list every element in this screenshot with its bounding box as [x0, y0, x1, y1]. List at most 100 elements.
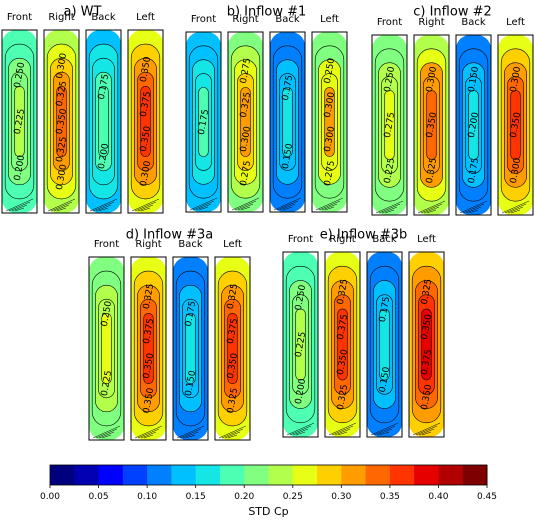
contour-line: [426, 209, 437, 214]
contour-label: 0.350: [420, 383, 434, 410]
contour-line: [176, 425, 205, 439]
contour-line: [286, 422, 315, 436]
face-frame: [366, 251, 403, 438]
contour-line: [134, 425, 163, 439]
colorbar-segment: [438, 465, 464, 485]
contour-label: 0.225: [383, 157, 397, 184]
face-label: Left: [417, 234, 436, 245]
contour-label: 0.275: [323, 160, 337, 187]
contour-label: 0.275: [383, 112, 397, 139]
face-label: Back: [275, 14, 299, 25]
contour-band: [140, 86, 151, 157]
face-label: Right: [232, 14, 258, 25]
face-back: Back 0.175 0.150: [172, 239, 209, 441]
colorbar-segment: [147, 465, 172, 485]
face-label: Left: [223, 239, 242, 250]
colorbar-segment: [414, 465, 439, 485]
contour-label: 0.375: [226, 318, 240, 345]
colorbar-segment: [365, 465, 391, 485]
contour-band: [379, 308, 390, 381]
contour-label: 0.275: [239, 160, 253, 187]
contour-label: 0.150: [184, 370, 198, 397]
contour-line: [421, 431, 432, 436]
contour-label: 0.300: [139, 160, 153, 187]
colorbar-tick-label: 0.25: [283, 492, 303, 502]
face-left: Left 0.325 0.350 0.375 0.350: [408, 234, 445, 438]
colorbar-segment: [462, 465, 488, 485]
colorbar-tick-label: 0.35: [380, 492, 400, 502]
contour-line: [370, 422, 399, 436]
panel-title: e) Inflow #3b: [320, 228, 408, 243]
colorbar-tick-label: 0.10: [137, 492, 157, 502]
contour-line: [412, 422, 441, 436]
face-front: Front 0.250 0.275 0.225: [371, 17, 408, 216]
contour-line: [324, 206, 335, 211]
colorbar-tick-label: 0.00: [40, 492, 60, 502]
contour-line: [140, 207, 151, 212]
colorbar-frame: [49, 464, 488, 486]
contour-line: [295, 431, 306, 436]
contour-line: [237, 203, 254, 211]
contour-line: [315, 197, 344, 211]
contour-band: [98, 86, 109, 157]
face-frame: [127, 29, 164, 214]
contour-band: [510, 90, 521, 160]
contour-line: [5, 198, 34, 212]
contour-label: 0.350: [142, 352, 156, 379]
contour-band: [337, 308, 348, 381]
contour-label: 0.200: [97, 143, 111, 170]
contour-line: [510, 209, 521, 214]
panel-title: b) Inflow #1: [227, 5, 307, 20]
face-front: Front 0.250 0.225 0.200: [282, 234, 319, 438]
face-left: Left 0.325 0.375 0.350 0.325: [214, 239, 251, 441]
face-label: Left: [320, 14, 339, 25]
colorbar-title: STD Cp: [248, 505, 288, 518]
contour-label: 0.350: [142, 387, 156, 414]
face-frame: [185, 31, 222, 213]
face-frame: [497, 34, 534, 216]
colorbar-segment: [98, 465, 124, 485]
colorbar-segment: [389, 465, 415, 485]
contour-line: [462, 203, 485, 214]
contour-line: [328, 422, 357, 436]
face-left: Left 0.300 0.350 0.300: [497, 17, 534, 216]
contour-band: [384, 90, 395, 160]
contour-line: [192, 200, 215, 211]
colorbar: 0.00 0.05 0.10 0.15 0.20 0.25 0.30 0.35 0.40 0.45…: [40, 464, 497, 518]
contour-label: 0.325: [226, 387, 240, 414]
face-left: Left 0.250 0.300 0.300 0.275: [311, 14, 348, 213]
face-back: Back 0.175 0.150: [366, 234, 403, 438]
contour-label: 0.250: [13, 61, 27, 88]
contour-label: 0.350: [336, 348, 350, 375]
face-label: Front: [191, 14, 216, 25]
face-back: Back 0.150 0.200 0.175: [455, 17, 492, 216]
contour-line: [98, 207, 109, 212]
contour-line: [279, 203, 296, 211]
contour-line: [507, 206, 524, 214]
contour-label: 0.375: [420, 349, 434, 376]
face-label: Back: [372, 234, 396, 245]
contour-line: [337, 431, 348, 436]
contour-line: [415, 425, 438, 436]
face-label: Right: [48, 12, 74, 23]
contour-label: 0.325: [55, 136, 69, 163]
contour-label: 0.350: [226, 352, 240, 379]
contour-line: [92, 425, 121, 439]
face-frame: [227, 31, 264, 213]
contour-band: [295, 308, 306, 381]
contour-label: 0.225: [13, 108, 27, 135]
face-back: Back 0.175 0.150: [269, 14, 306, 213]
contour-line: [227, 434, 238, 439]
contour-line: [137, 204, 154, 212]
contour-label: 0.250: [383, 66, 397, 93]
colorbar-tick-label: 0.20: [234, 492, 254, 502]
face-right: Right 0.275 0.325 0.300 0.275: [227, 14, 264, 213]
contour-label: 0.375: [142, 318, 156, 345]
colorbar-segment: [219, 465, 245, 485]
contour-line: [376, 428, 393, 436]
contour-label: 0.375: [336, 313, 350, 340]
contour-label: 0.275: [239, 57, 253, 84]
colorbar-segment: [317, 465, 342, 485]
contour-band: [143, 313, 154, 384]
contour-line: [379, 431, 390, 436]
